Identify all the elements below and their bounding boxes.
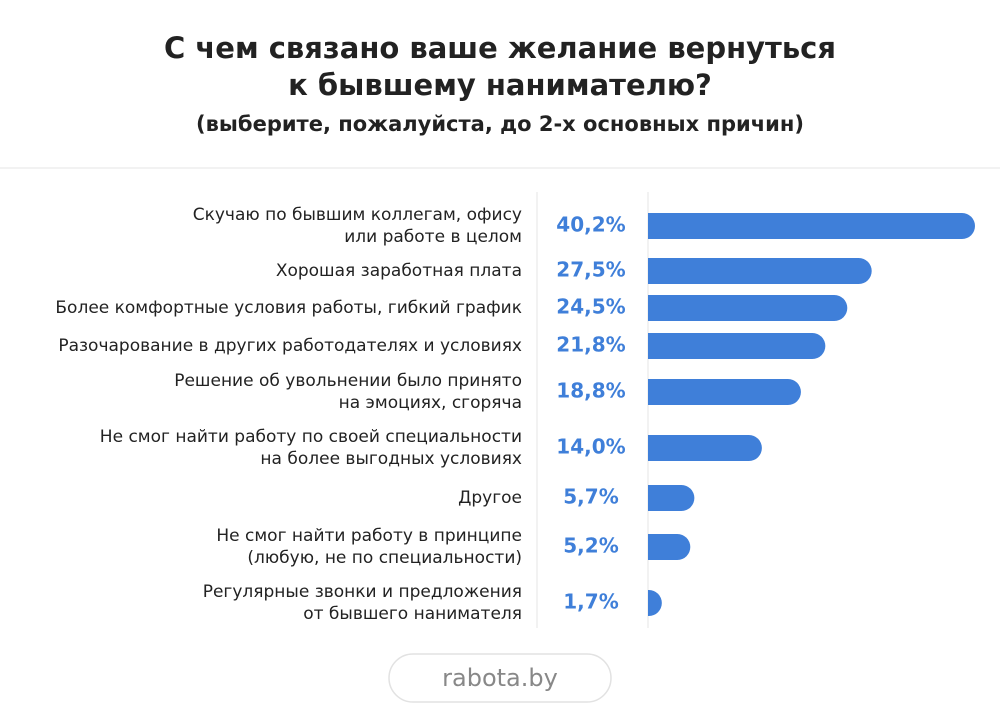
category-label: на эмоциях, сгоряча — [339, 393, 522, 413]
bar — [648, 258, 872, 284]
bar — [648, 590, 662, 616]
category-label: (любую, не по специальности) — [247, 548, 522, 568]
category-label: Скучаю по бывшим коллегам, офису — [193, 205, 522, 225]
value-label: 5,7% — [563, 485, 618, 509]
bar — [648, 485, 695, 511]
bar — [648, 534, 691, 560]
value-label: 40,2% — [556, 213, 625, 237]
category-label: на более выгодных условиях — [260, 449, 522, 469]
value-label: 14,0% — [556, 435, 625, 459]
category-label: Не смог найти работу по своей специально… — [100, 427, 522, 447]
category-label: Решение об увольнении было принято — [174, 371, 522, 391]
source-badge — [388, 653, 612, 703]
category-label: Не смог найти работу в принципе — [216, 526, 522, 546]
value-label: 27,5% — [556, 258, 625, 282]
category-label: от бывшего нанимателя — [303, 604, 522, 624]
category-label: Более комфортные условия работы, гибкий … — [55, 298, 522, 318]
category-label: или работе в целом — [344, 227, 522, 247]
bar — [648, 213, 975, 239]
chart-title: С чем связано ваше желание вернуться — [164, 31, 836, 65]
category-label: Регулярные звонки и предложения — [203, 582, 522, 602]
bar — [648, 435, 762, 461]
value-label: 1,7% — [563, 590, 618, 614]
category-label: Другое — [458, 488, 522, 508]
bar — [648, 379, 801, 405]
bar — [648, 333, 826, 359]
value-label: 18,8% — [556, 379, 625, 403]
source: rabota.by — [442, 664, 558, 692]
chart-title: к бывшему нанимателю? — [288, 68, 712, 102]
category-label: Хорошая заработная плата — [276, 261, 522, 281]
value-label: 5,2% — [563, 534, 618, 558]
category-label: Разочарование в других работодателях и у… — [58, 336, 522, 356]
chart-subtitle: (выберите, пожалуйста, до 2-х основных п… — [196, 112, 804, 136]
bar — [648, 295, 848, 321]
value-label: 21,8% — [556, 333, 625, 357]
value-label: 24,5% — [556, 295, 625, 319]
